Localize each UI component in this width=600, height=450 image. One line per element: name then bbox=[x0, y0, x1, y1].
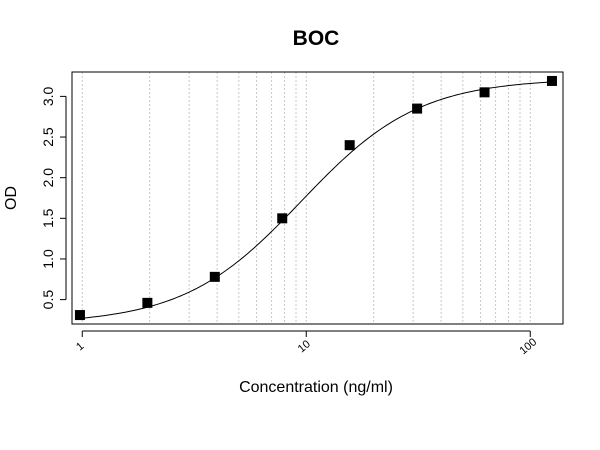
gridlines bbox=[81, 72, 531, 324]
data-point bbox=[209, 271, 220, 282]
data-point bbox=[142, 297, 153, 308]
fit-curve bbox=[77, 81, 556, 320]
y-tick-label: 3.0 bbox=[40, 86, 56, 106]
y-tick-label: 1.5 bbox=[40, 208, 56, 228]
y-tick-label: 0.5 bbox=[40, 290, 56, 310]
x-axis: 1 10 100 bbox=[74, 330, 539, 357]
data-point bbox=[412, 103, 423, 114]
x-tick-label: 10 bbox=[296, 338, 313, 355]
y-tick-label: 2.0 bbox=[40, 168, 56, 188]
data-point bbox=[277, 213, 288, 224]
x-tick-label: 100 bbox=[517, 336, 539, 357]
y-tick-label: 1.0 bbox=[40, 249, 56, 269]
data-points bbox=[74, 75, 557, 321]
data-point bbox=[74, 310, 85, 321]
y-axis: 0.5 1.0 1.5 2.0 2.5 3.0 bbox=[40, 86, 67, 310]
chart-title: BOC bbox=[293, 27, 340, 50]
y-axis-label: OD bbox=[3, 186, 20, 210]
data-point bbox=[344, 140, 355, 151]
plot-frame bbox=[71, 71, 564, 325]
x-axis-label: Concentration (ng/ml) bbox=[239, 379, 393, 396]
data-point bbox=[479, 87, 490, 98]
data-point bbox=[546, 75, 557, 86]
y-tick-label: 2.5 bbox=[40, 127, 56, 147]
x-tick-label: 1 bbox=[74, 340, 86, 353]
